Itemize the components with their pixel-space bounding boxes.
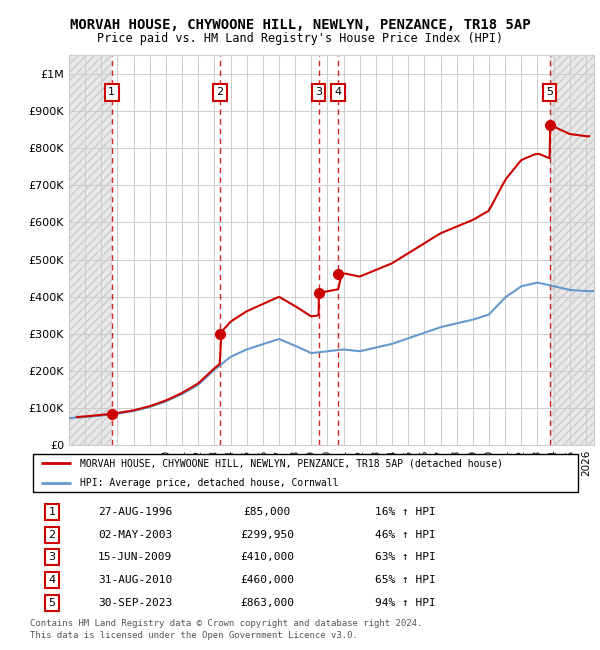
Text: 65% ↑ HPI: 65% ↑ HPI bbox=[375, 575, 436, 585]
Text: 63% ↑ HPI: 63% ↑ HPI bbox=[375, 552, 436, 562]
Text: 5: 5 bbox=[546, 87, 553, 98]
Text: £410,000: £410,000 bbox=[241, 552, 295, 562]
Text: 02-MAY-2003: 02-MAY-2003 bbox=[98, 530, 172, 540]
Text: 16% ↑ HPI: 16% ↑ HPI bbox=[375, 507, 436, 517]
Text: This data is licensed under the Open Government Licence v3.0.: This data is licensed under the Open Gov… bbox=[30, 630, 358, 640]
Text: 4: 4 bbox=[335, 87, 341, 98]
Text: £863,000: £863,000 bbox=[241, 598, 295, 608]
Text: 5: 5 bbox=[49, 598, 56, 608]
Bar bbox=[69, 55, 112, 445]
FancyBboxPatch shape bbox=[33, 454, 578, 492]
Text: 31-AUG-2010: 31-AUG-2010 bbox=[98, 575, 172, 585]
Text: 15-JUN-2009: 15-JUN-2009 bbox=[98, 552, 172, 562]
Text: 3: 3 bbox=[49, 552, 56, 562]
Text: 1: 1 bbox=[49, 507, 56, 517]
Text: £299,950: £299,950 bbox=[241, 530, 295, 540]
Bar bbox=[550, 55, 594, 445]
Text: 27-AUG-1996: 27-AUG-1996 bbox=[98, 507, 172, 517]
Text: 4: 4 bbox=[49, 575, 56, 585]
Text: 46% ↑ HPI: 46% ↑ HPI bbox=[375, 530, 436, 540]
Text: 94% ↑ HPI: 94% ↑ HPI bbox=[375, 598, 436, 608]
Text: £85,000: £85,000 bbox=[244, 507, 291, 517]
Text: HPI: Average price, detached house, Cornwall: HPI: Average price, detached house, Corn… bbox=[80, 478, 338, 488]
Text: Contains HM Land Registry data © Crown copyright and database right 2024.: Contains HM Land Registry data © Crown c… bbox=[30, 619, 422, 628]
Text: 2: 2 bbox=[216, 87, 223, 98]
Text: MORVAH HOUSE, CHYWOONE HILL, NEWLYN, PENZANCE, TR18 5AP: MORVAH HOUSE, CHYWOONE HILL, NEWLYN, PEN… bbox=[70, 18, 530, 32]
Text: 1: 1 bbox=[109, 87, 115, 98]
Text: 2: 2 bbox=[49, 530, 56, 540]
Text: £460,000: £460,000 bbox=[241, 575, 295, 585]
Text: 3: 3 bbox=[315, 87, 322, 98]
Text: 30-SEP-2023: 30-SEP-2023 bbox=[98, 598, 172, 608]
Text: MORVAH HOUSE, CHYWOONE HILL, NEWLYN, PENZANCE, TR18 5AP (detached house): MORVAH HOUSE, CHYWOONE HILL, NEWLYN, PEN… bbox=[80, 458, 503, 468]
Text: Price paid vs. HM Land Registry's House Price Index (HPI): Price paid vs. HM Land Registry's House … bbox=[97, 32, 503, 45]
